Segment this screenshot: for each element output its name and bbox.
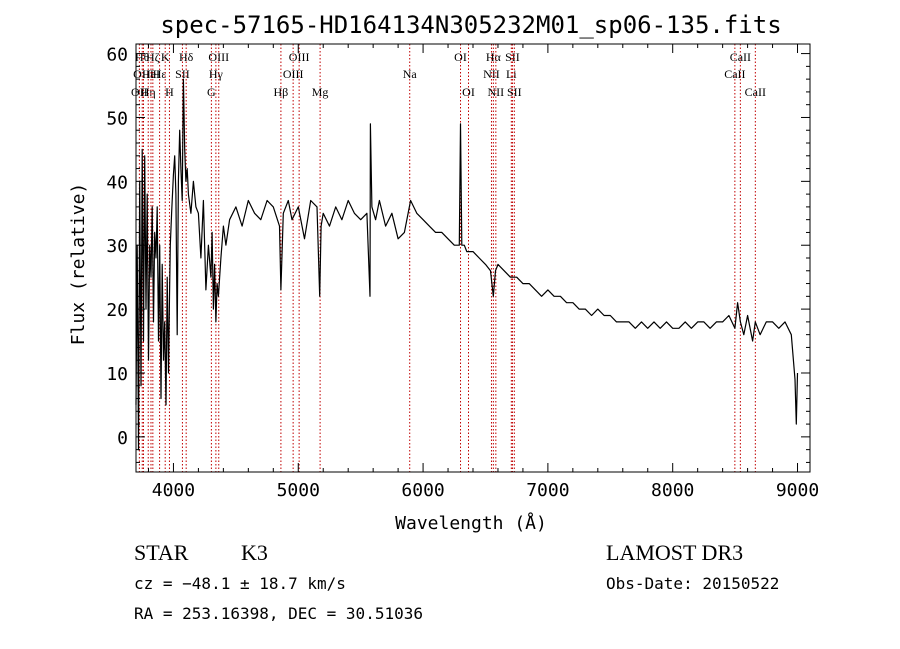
spectral-line-label: Hε: [153, 67, 167, 81]
spectral-line-label: CaII: [730, 50, 751, 64]
spectral-line-label: Hγ: [209, 67, 224, 81]
plot-frame: [135, 43, 811, 473]
chart-title: spec-57165-HD164134N305232M01_sp06-135.f…: [160, 11, 781, 39]
y-tick-label: 30: [106, 236, 128, 257]
spectral-line-label: SII: [507, 85, 522, 99]
spectral-line-label: CaII: [724, 67, 745, 81]
spectral-line-label: OIII: [283, 67, 304, 81]
spectral-line-label: H: [165, 85, 174, 99]
spectral-line-label: Hδ: [179, 50, 194, 64]
spectral-line-label: K: [161, 50, 170, 64]
y-tick-label: 60: [106, 45, 128, 66]
y-tick-label: 20: [106, 300, 128, 321]
spectral-line-label: OIII: [289, 50, 310, 64]
spectral-line-label: Hβ: [274, 85, 289, 99]
spectral-line-label: SII: [505, 50, 520, 64]
x-tick-label: 4000: [152, 480, 195, 501]
x-axis-label: Wavelength (Å): [395, 512, 547, 534]
spectral-line-label: OI: [462, 85, 475, 99]
emission-lines-layer: OIIHθOIIIHηHeIHζHεKHSIIHδGHγOIIIHβOIIIOI…: [131, 44, 766, 472]
spectral-line-label: OIII: [133, 67, 154, 81]
spectral-line-label: Na: [403, 67, 418, 81]
spectral-line-label: G: [207, 85, 216, 99]
x-tick-label: 5000: [277, 480, 320, 501]
spectral-line-label: Hη: [141, 85, 156, 99]
series-layer: [135, 78, 799, 451]
redshift-velocity: cz = −48.1 ± 18.7 km/s: [134, 574, 346, 593]
coordinates: RA = 253.16398, DEC = 30.51036: [134, 604, 423, 623]
y-tick-label: 50: [106, 108, 128, 129]
y-axis-label: Flux (relative): [68, 183, 89, 346]
x-tick-label: 8000: [651, 480, 694, 501]
x-tick-label: 6000: [401, 480, 444, 501]
y-tick-label: 10: [106, 364, 128, 385]
survey-name: LAMOST DR3: [606, 540, 744, 565]
y-tick-label: 0: [117, 428, 128, 449]
spectrum-line: [135, 78, 799, 451]
spectral-line-label: Li: [506, 67, 517, 81]
spectral-line-label: Hα: [486, 50, 502, 64]
spectral-line-label: CaII: [745, 85, 766, 99]
object-class: STAR: [134, 540, 189, 565]
axes-layer: 4000 5000 6000 7000 8000 9000 0 10 20 30 40 50 60: [106, 44, 819, 501]
spectral-line-label: NII: [483, 67, 500, 81]
spectral-line-label: OI: [454, 50, 467, 64]
spectral-line-label: OIII: [208, 50, 229, 64]
object-subclass: K3: [241, 540, 268, 565]
spectral-line-label: Mg: [312, 85, 329, 99]
spectral-line-label: Hζ: [146, 50, 160, 64]
x-tick-label: 9000: [776, 480, 819, 501]
x-tick-label: 7000: [526, 480, 569, 501]
spectral-line-label: NII: [488, 85, 505, 99]
spectral-line-label: HeI: [142, 67, 160, 81]
observation-date: Obs-Date: 20150522: [606, 574, 780, 593]
spectral-line-label: SII: [175, 67, 190, 81]
y-tick-label: 40: [106, 172, 128, 193]
